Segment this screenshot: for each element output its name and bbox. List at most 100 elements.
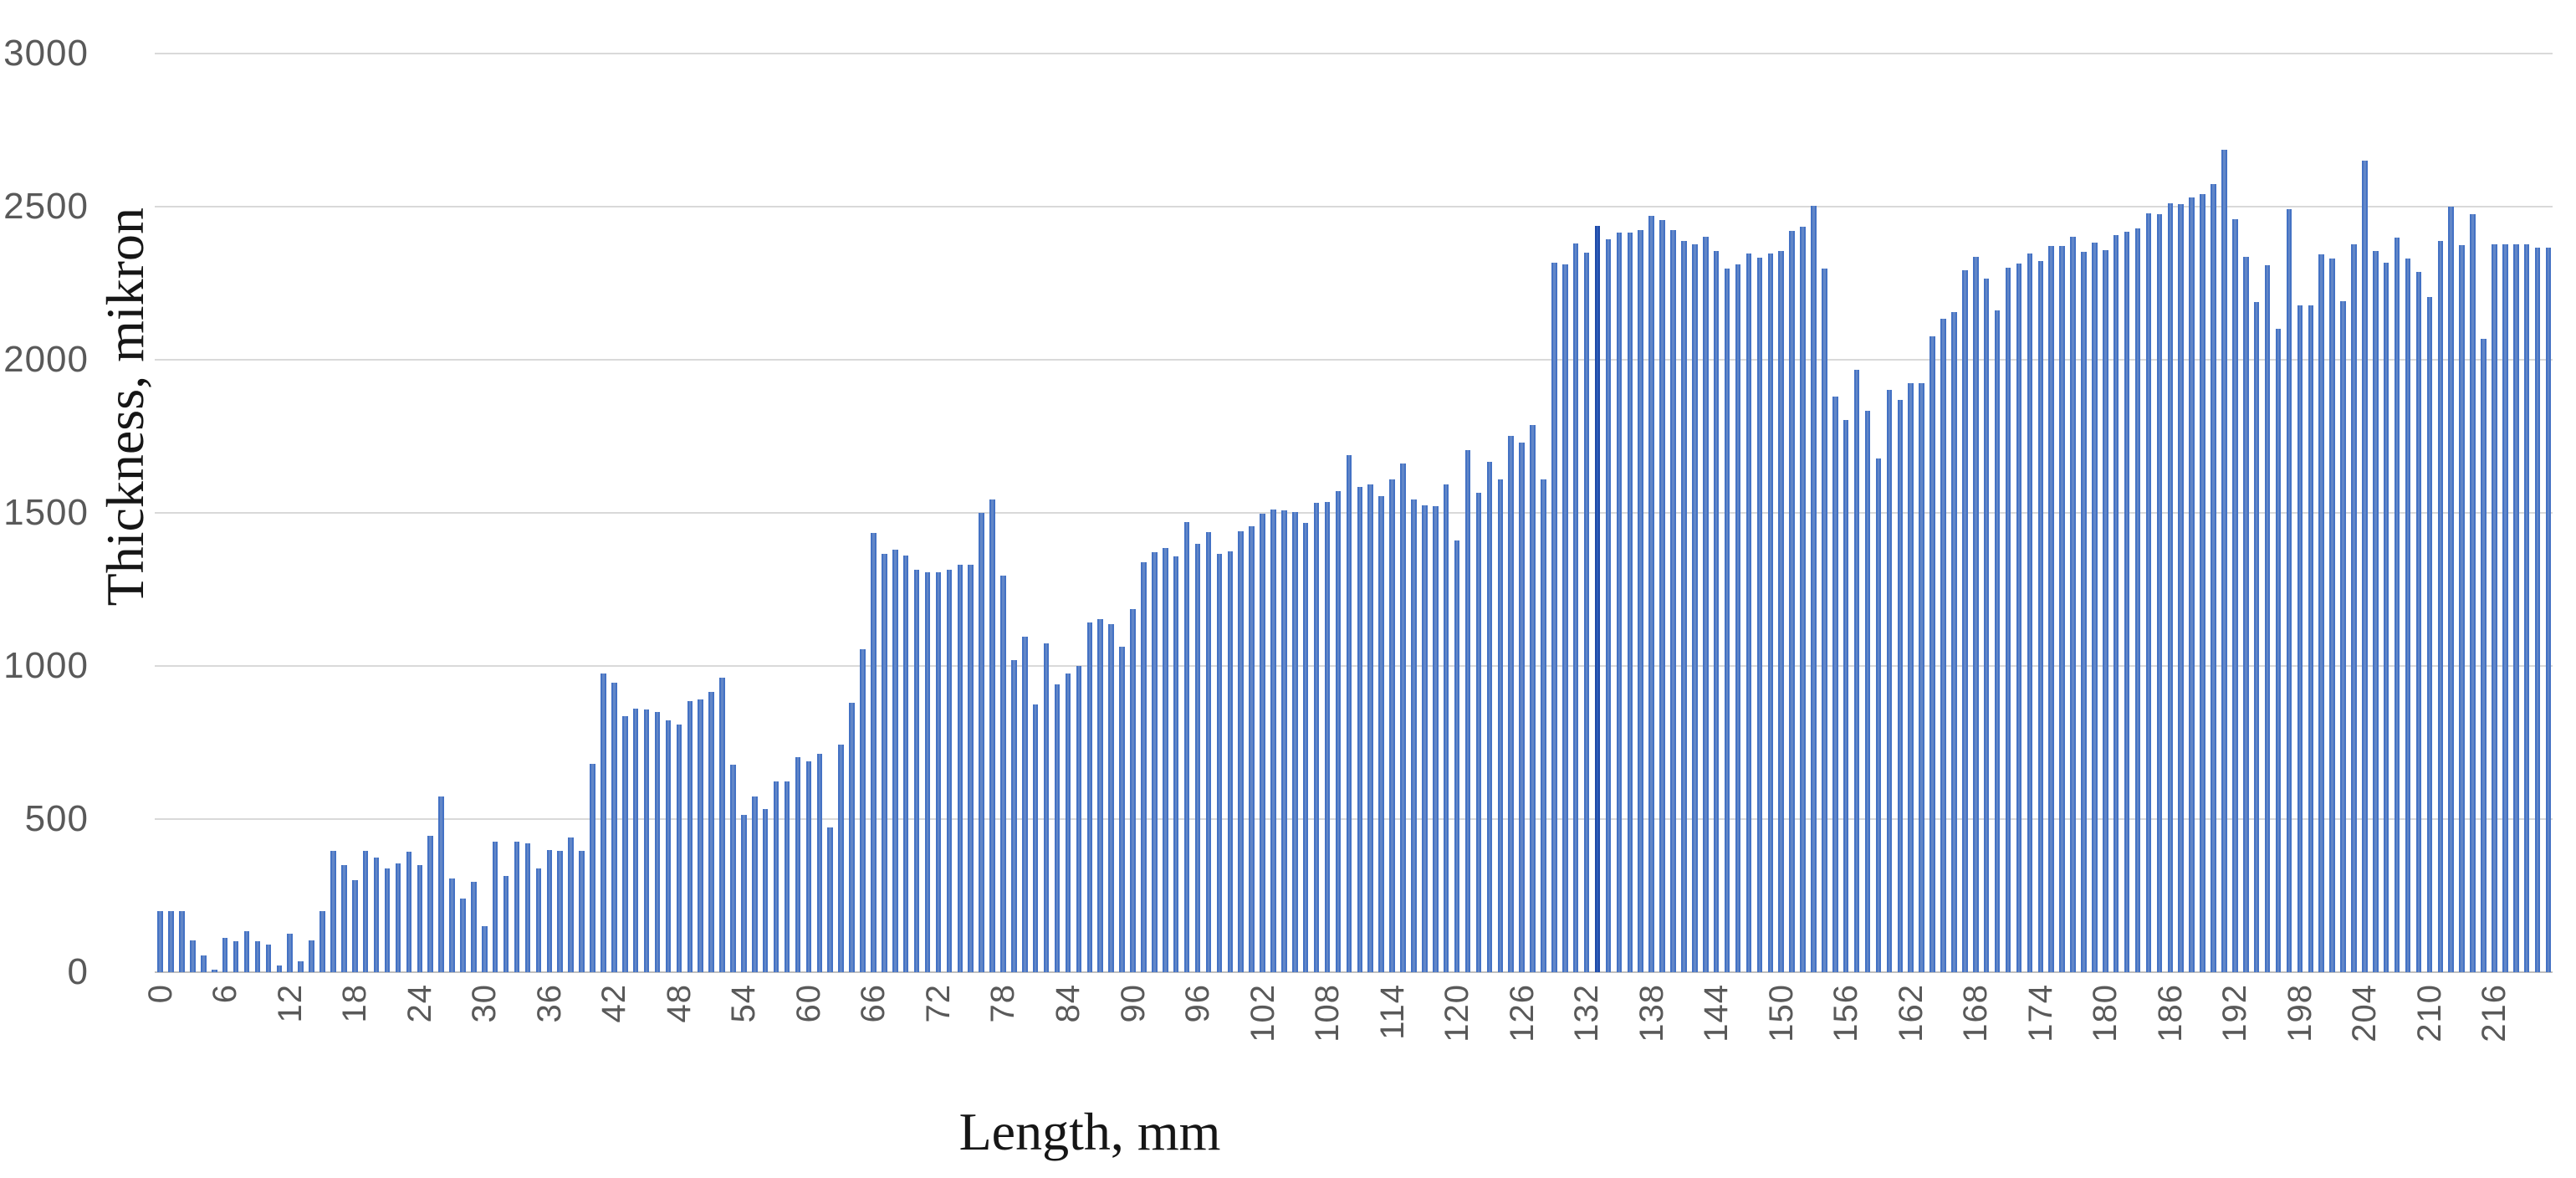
bar [362, 851, 369, 972]
bar [1238, 530, 1244, 972]
bar [1249, 525, 1255, 972]
bar [2437, 241, 2444, 972]
bar [2232, 219, 2238, 972]
bar [698, 699, 703, 972]
bar [438, 796, 444, 972]
x-tick-label: 198 [2281, 984, 2318, 1042]
y-tick-label: 3000 [3, 33, 89, 74]
x-tick-label: 66 [855, 984, 892, 1023]
bar [816, 754, 823, 972]
x-tick-label: 162 [1892, 984, 1929, 1042]
bar [1886, 390, 1893, 972]
bar [2253, 302, 2260, 972]
gridline [155, 818, 2553, 820]
bar [1227, 551, 1234, 972]
bar [2502, 244, 2508, 972]
bar [590, 764, 595, 972]
x-tick-label: 84 [1049, 984, 1086, 1023]
bar [1108, 623, 1114, 972]
bar [2264, 264, 2271, 972]
bar [2081, 252, 2087, 972]
x-tick-label: 126 [1503, 984, 1541, 1042]
bar [298, 961, 304, 972]
bar [1853, 370, 1860, 972]
bar [1475, 493, 1482, 972]
bar [2059, 245, 2065, 972]
bar [2124, 231, 2130, 972]
bar [2513, 244, 2519, 972]
x-tick-label: 108 [1309, 984, 1347, 1042]
bar [2373, 251, 2379, 972]
x-tick-label: 150 [1762, 984, 1800, 1042]
bar [524, 843, 531, 972]
bar [265, 945, 272, 972]
bar [2534, 248, 2541, 972]
bar [2005, 268, 2011, 972]
x-tick-label: 54 [725, 984, 763, 1023]
bar [1616, 233, 1623, 972]
bar [309, 940, 314, 972]
bar [1713, 251, 1720, 972]
x-tick-label: 72 [919, 984, 957, 1023]
bar [1919, 383, 1924, 972]
y-tick-label: 0 [67, 951, 89, 992]
bar [179, 910, 185, 972]
bar [2329, 259, 2335, 972]
bar [1270, 509, 1276, 972]
bar [882, 554, 887, 972]
bar [1119, 647, 1125, 972]
bar [2448, 207, 2454, 972]
x-tick-label: 30 [466, 984, 503, 1023]
bar [2470, 214, 2476, 972]
bar [2275, 329, 2282, 972]
bar [784, 781, 790, 972]
bar [2189, 197, 2195, 972]
x-axis-line [155, 971, 2553, 973]
x-tick-label: 144 [1698, 984, 1735, 1042]
bar [1281, 510, 1287, 972]
bar [1411, 499, 1417, 972]
bar [287, 933, 293, 972]
bar [2134, 228, 2141, 972]
bar [1260, 514, 1265, 972]
gridline [155, 359, 2553, 361]
bar [676, 724, 682, 972]
bar [1130, 608, 1136, 972]
x-tick-label: 186 [2151, 984, 2189, 1042]
bar [1043, 643, 1050, 972]
bar [805, 761, 812, 972]
bar [157, 910, 163, 972]
bar [1292, 511, 1298, 972]
bar [384, 868, 391, 972]
bar [1594, 226, 1601, 972]
bar [449, 878, 455, 972]
bar [1562, 264, 1568, 972]
bar [1152, 551, 1158, 972]
x-tick-label: 138 [1633, 984, 1670, 1042]
bar [2415, 271, 2422, 972]
bar [1929, 335, 1935, 972]
bar [1638, 230, 1643, 972]
bar [1097, 619, 1103, 972]
bar [2426, 296, 2433, 972]
bar [1843, 420, 1849, 972]
x-tick-label: 78 [984, 984, 1022, 1023]
x-tick-label: 114 [1373, 984, 1411, 1040]
y-axis-title: Thickness, mikron [95, 207, 155, 607]
bar [1011, 659, 1017, 972]
bar [2394, 238, 2400, 972]
bar [2492, 244, 2497, 972]
bar [1054, 684, 1061, 972]
bar [1519, 443, 1525, 972]
bar [2318, 254, 2324, 972]
bar [482, 926, 488, 972]
bar [1659, 220, 1665, 972]
bar [1864, 411, 1871, 972]
bar [1908, 383, 1914, 972]
bar [2481, 339, 2487, 972]
bar [1163, 548, 1168, 972]
y-tick-label: 500 [24, 798, 89, 839]
x-tick-label: 168 [1957, 984, 1995, 1042]
bar [201, 955, 207, 972]
x-tick-label: 192 [2216, 984, 2254, 1042]
